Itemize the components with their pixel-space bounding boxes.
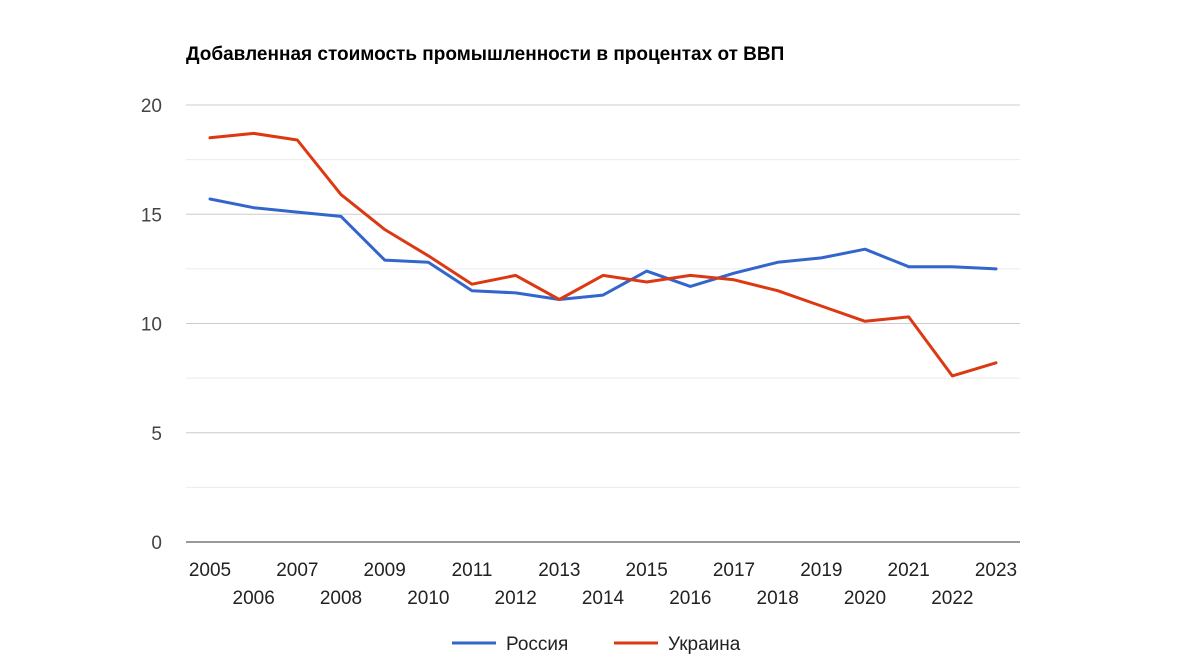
x-tick-label: 2007 — [276, 560, 318, 581]
y-tick-label: 20 — [141, 96, 162, 117]
x-tick-label: 2012 — [495, 588, 537, 609]
x-tick-label: 2016 — [669, 588, 711, 609]
legend-label: Украина — [668, 634, 741, 655]
x-tick-label: 2005 — [189, 560, 231, 581]
x-tick-label: 2011 — [452, 560, 493, 581]
x-tick-label: 2015 — [626, 560, 668, 581]
y-tick-label: 0 — [151, 533, 162, 554]
y-tick-label: 10 — [141, 315, 162, 336]
x-tick-label: 2022 — [931, 588, 973, 609]
x-tick-label: 2021 — [888, 560, 930, 581]
x-tick-label: 2009 — [364, 560, 406, 581]
x-tick-label: 2010 — [407, 588, 449, 609]
legend-label: Россия — [506, 634, 568, 655]
x-tick-label: 2018 — [757, 588, 799, 609]
x-tick-label: 2020 — [844, 588, 886, 609]
series-line-2 — [208, 131, 998, 378]
x-tick-label: 2013 — [538, 560, 580, 581]
chart-title: Добавленная стоимость промышленности в п… — [186, 44, 785, 65]
y-tick-label: 5 — [151, 424, 162, 445]
y-tick-label: 15 — [141, 205, 162, 226]
x-tick-label: 2023 — [975, 560, 1017, 581]
x-tick-label: 2019 — [800, 560, 842, 581]
x-tick-label: 2017 — [713, 560, 755, 581]
x-tick-label: 2014 — [582, 588, 625, 609]
x-tick-label: 2006 — [233, 588, 275, 609]
series-line-1 — [208, 197, 998, 301]
x-tick-label: 2008 — [320, 588, 362, 609]
